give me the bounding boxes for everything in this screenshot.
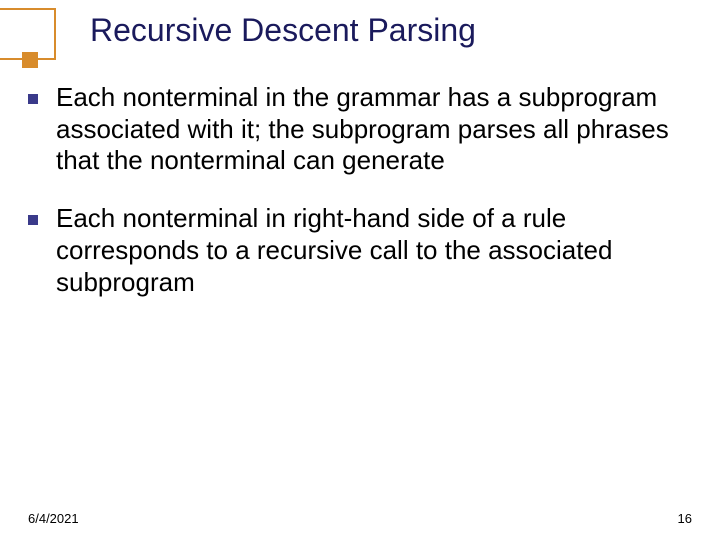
decor-square bbox=[22, 52, 38, 68]
footer-page-number: 16 bbox=[678, 511, 692, 526]
decor-line-top bbox=[0, 8, 56, 10]
slide-title: Recursive Descent Parsing bbox=[90, 12, 476, 49]
slide-body: Each nonterminal in the grammar has a su… bbox=[28, 82, 692, 324]
decor-line-vertical bbox=[54, 8, 56, 60]
slide-footer: 6/4/2021 16 bbox=[28, 511, 692, 526]
bullet-square-icon bbox=[28, 215, 38, 225]
footer-date: 6/4/2021 bbox=[28, 511, 79, 526]
bullet-item: Each nonterminal in right-hand side of a… bbox=[28, 203, 692, 298]
bullet-text: Each nonterminal in right-hand side of a… bbox=[56, 203, 692, 298]
slide: Recursive Descent Parsing Each nontermin… bbox=[0, 0, 720, 540]
bullet-item: Each nonterminal in the grammar has a su… bbox=[28, 82, 692, 177]
bullet-square-icon bbox=[28, 94, 38, 104]
bullet-text: Each nonterminal in the grammar has a su… bbox=[56, 82, 692, 177]
